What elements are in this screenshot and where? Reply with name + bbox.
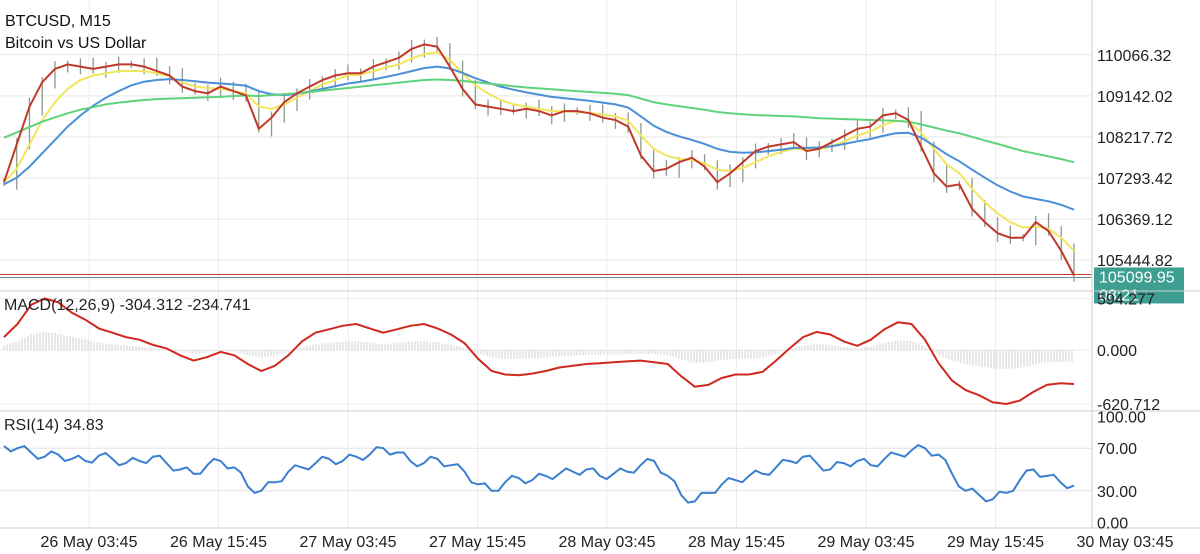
time-axis: 26 May 03:45 26 May 15:45 27 May 03:45 27 M… — [41, 534, 1174, 551]
price-tick-label: 105444.82 — [1097, 253, 1173, 270]
time-tick-label: 28 May 03:45 — [559, 534, 656, 551]
time-tick-label: 28 May 15:45 — [688, 534, 785, 551]
time-tick-label: 29 May 03:45 — [818, 534, 915, 551]
price-close-line — [3, 43, 1075, 276]
bar-countdown: 08:21 — [1099, 287, 1139, 304]
rsi-tick-label: 100.00 — [1097, 409, 1146, 426]
macd-gridlines — [0, 297, 1092, 405]
symbol-label: BTCUSD, M15 — [5, 13, 111, 30]
rsi-tick-label: 70.00 — [1097, 441, 1137, 458]
current-price-value: 105099.95 — [1099, 269, 1175, 286]
macd-axis: 594.277 0.000 -620.712 — [1097, 291, 1160, 414]
time-tick-label: 26 May 03:45 — [41, 534, 138, 551]
price-tick-label: 106369.12 — [1097, 212, 1173, 229]
ma-20-line — [3, 51, 1075, 252]
price-tick-label: 109142.02 — [1097, 89, 1173, 106]
macd-signal-line — [3, 297, 1075, 406]
rsi-title: RSI(14) 34.83 — [4, 417, 104, 434]
time-tick-label: 26 May 15:45 — [170, 534, 267, 551]
macd-tick-label: 0.000 — [1097, 343, 1137, 360]
moving-averages — [3, 51, 1075, 252]
rsi-tick-label: 30.00 — [1097, 484, 1137, 501]
rsi-gridlines — [0, 447, 1092, 492]
macd-tick-label: 594.277 — [1097, 291, 1155, 308]
macd-title: MACD(12,26,9) -304.312 -234.741 — [4, 297, 250, 314]
time-tick-label: 30 May 03:45 — [1077, 534, 1174, 551]
price-tick-label: 110066.32 — [1097, 48, 1172, 65]
time-tick-label: 29 May 15:45 — [947, 534, 1044, 551]
rsi-line — [3, 443, 1075, 504]
price-tick-label: 108217.72 — [1097, 130, 1173, 147]
current-price-badge: 105099.95 08:21 — [1094, 267, 1184, 304]
rsi-axis: 100.00 70.00 30.00 0.00 — [1097, 409, 1146, 532]
time-tick-label: 27 May 15:45 — [429, 534, 526, 551]
macd-histogram — [3, 332, 1073, 369]
time-gridlines — [88, 0, 996, 528]
price-axis: 110066.32 109142.02 108217.72 107293.42 1063… — [1097, 48, 1173, 270]
time-tick-label: 27 May 03:45 — [300, 534, 397, 551]
macd-tick-label: -620.712 — [1097, 397, 1160, 414]
current-price-badge-box — [1094, 267, 1184, 304]
ma-200-line — [3, 78, 1075, 164]
ma-50-line — [3, 65, 1075, 211]
rsi-tick-label: 0.00 — [1097, 516, 1128, 533]
price-gridlines — [0, 54, 1092, 261]
price-tick-label: 107293.42 — [1097, 171, 1173, 188]
symbol-description: Bitcoin vs US Dollar — [5, 35, 147, 52]
